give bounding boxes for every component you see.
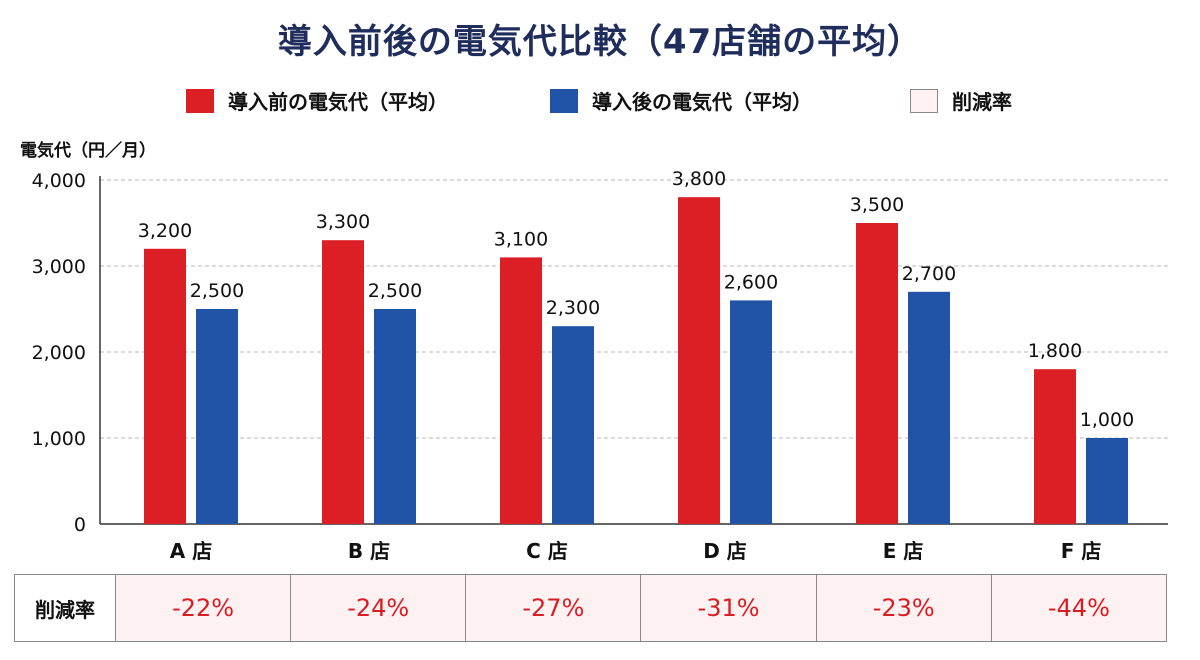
data-label: 1,000 xyxy=(1080,409,1134,431)
x-tick-label: D 店 xyxy=(703,539,747,563)
legend-item-before: 導入前の電気代（平均） xyxy=(186,86,448,115)
data-label: 2,600 xyxy=(724,271,778,293)
y-tick-label: 3,000 xyxy=(32,256,86,278)
reduction-cell-b: -24% xyxy=(290,574,467,642)
reduction-header: 削減率 xyxy=(14,574,116,642)
bar-after xyxy=(908,291,950,524)
legend-swatch-before xyxy=(186,88,214,113)
data-label: 2,500 xyxy=(190,280,244,302)
legend-item-reduction: 削減率 xyxy=(910,86,1012,115)
x-tick-label: B 店 xyxy=(348,539,390,563)
legend-label-before: 導入前の電気代（平均） xyxy=(228,90,448,114)
reduction-table: 削減率 -22% -24% -27% -31% -23% -44% xyxy=(14,574,1168,642)
bar-before xyxy=(144,248,186,525)
reduction-cell-d: -31% xyxy=(640,574,817,642)
data-label: 2,700 xyxy=(902,263,956,285)
bar-before xyxy=(678,197,720,524)
x-tick-label: F 店 xyxy=(1061,539,1102,563)
legend-label-after: 導入後の電気代（平均） xyxy=(592,90,812,114)
data-label: 3,800 xyxy=(672,168,726,190)
legend-item-after: 導入後の電気代（平均） xyxy=(550,86,812,115)
bar-after xyxy=(1086,438,1128,524)
chart-title: 導入前後の電気代比較（47店舗の平均） xyxy=(277,22,923,62)
y-tick-label: 2,000 xyxy=(32,342,86,364)
x-tick-label: A 店 xyxy=(170,539,212,563)
reduction-row: 削減率 -22% -24% -27% -31% -23% -44% xyxy=(14,574,1168,642)
reduction-cell-f: -44% xyxy=(990,574,1168,642)
bar-before xyxy=(322,240,364,524)
y-tick-label: 4,000 xyxy=(32,170,86,192)
data-label: 1,800 xyxy=(1028,340,1082,362)
legend: 導入前の電気代（平均） 導入後の電気代（平均） 削減率 xyxy=(0,86,1200,118)
reduction-cell-a: -22% xyxy=(114,574,292,642)
reduction-cell-c: -27% xyxy=(465,574,642,642)
y-axis-label: 電気代（円／月） xyxy=(20,141,156,161)
bar-before xyxy=(500,257,542,524)
legend-label-reduction: 削減率 xyxy=(952,90,1012,114)
bar-after xyxy=(374,309,416,524)
bar-before xyxy=(1034,369,1076,524)
bar-after xyxy=(196,309,238,524)
x-tick-label: E 店 xyxy=(883,539,924,563)
bar-chart: 0 1,000 2,000 3,000 4,000 3,200 2,500 A 店 3,300 2… xyxy=(32,168,1168,563)
data-label: 3,100 xyxy=(494,228,548,250)
reduction-cell-e: -23% xyxy=(815,574,992,642)
y-tick-label: 1,000 xyxy=(32,428,86,450)
bar-after xyxy=(552,326,594,524)
y-tick-label: 0 xyxy=(74,514,86,536)
data-label: 3,500 xyxy=(850,194,904,216)
data-label: 3,300 xyxy=(316,211,370,233)
legend-swatch-after xyxy=(550,88,578,113)
x-tick-label: C 店 xyxy=(526,539,568,563)
bar-before xyxy=(856,223,898,524)
legend-swatch-reduction xyxy=(910,88,938,113)
bar-after xyxy=(730,300,772,524)
data-label: 2,500 xyxy=(368,280,422,302)
data-label: 3,200 xyxy=(138,220,192,242)
data-label: 2,300 xyxy=(546,297,600,319)
